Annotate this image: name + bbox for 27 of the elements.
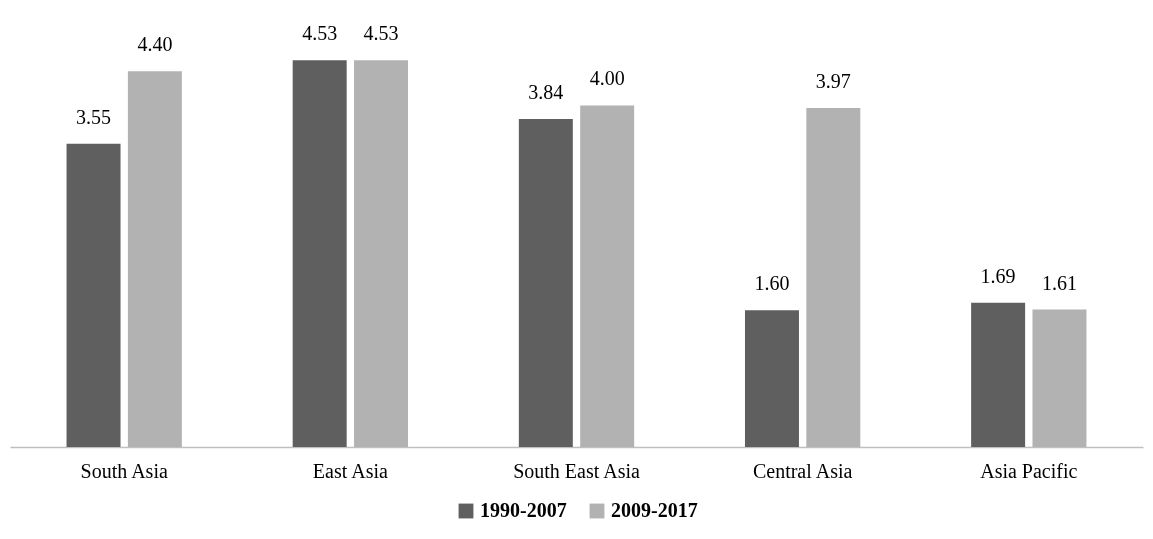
bar	[66, 143, 121, 447]
x-tick-label: East Asia	[312, 459, 388, 482]
x-tick-label: Central Asia	[752, 459, 853, 482]
data-label: 1.60	[754, 272, 790, 295]
data-label: 3.55	[76, 105, 112, 128]
bar	[744, 310, 799, 447]
data-label: 4.00	[589, 67, 625, 90]
data-label: 4.53	[302, 22, 338, 45]
data-label: 3.97	[815, 69, 851, 92]
legend-label: 2009-2017	[611, 499, 698, 521]
bar	[1032, 309, 1087, 447]
x-tick-label: South Asia	[80, 459, 168, 482]
legend-label: 1990-2007	[480, 499, 567, 521]
bar	[292, 60, 347, 447]
data-label: 1.61	[1041, 271, 1077, 294]
data-label: 3.84	[528, 81, 564, 104]
data-label: 1.69	[980, 264, 1016, 287]
bar	[354, 60, 409, 447]
bar	[518, 119, 573, 447]
data-label: 4.40	[137, 33, 173, 56]
x-tick-label: South East Asia	[513, 459, 640, 482]
x-tick-label: Asia Pacific	[980, 459, 1078, 482]
bar	[806, 107, 861, 447]
bar	[580, 105, 635, 447]
data-label: 4.53	[363, 22, 399, 45]
bar	[971, 302, 1026, 447]
bar	[127, 71, 182, 447]
